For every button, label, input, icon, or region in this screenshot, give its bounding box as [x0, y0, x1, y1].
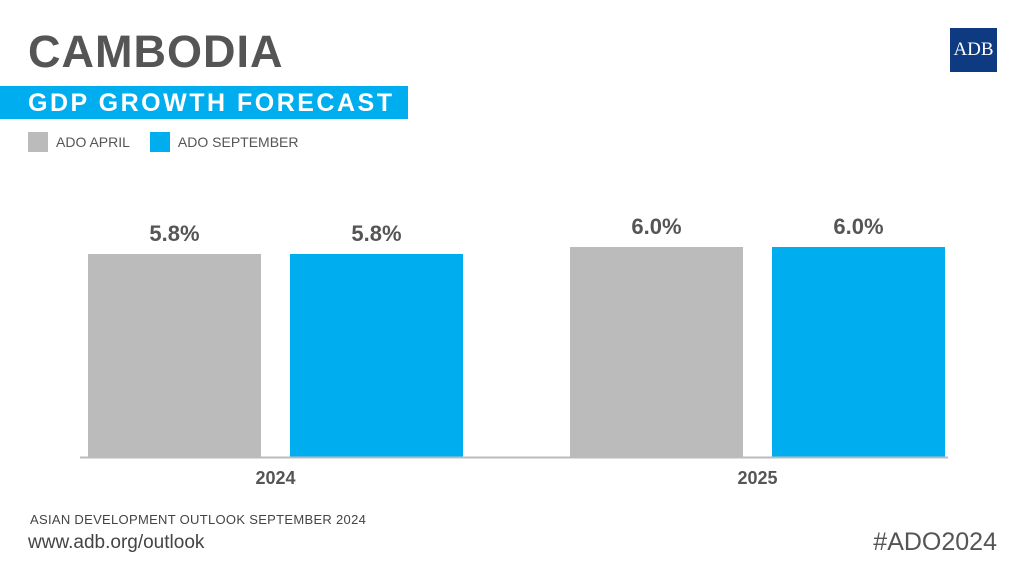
source-text: ASIAN DEVELOPMENT OUTLOOK SEPTEMBER 2024: [30, 512, 367, 527]
subtitle-banner: GDP GROWTH FORECAST: [0, 86, 408, 119]
legend-swatch-april: [28, 132, 48, 152]
hashtag: #ADO2024: [873, 528, 997, 556]
bar-april-2024: [88, 254, 261, 457]
legend-label: ADO SEPTEMBER: [177, 134, 299, 150]
x-tick-label: 2024: [255, 468, 295, 488]
url-link[interactable]: www.adb.org/outlook: [28, 532, 205, 553]
data-label: 5.8%: [351, 221, 401, 246]
legend-label: ADO APRIL: [56, 134, 130, 150]
adb-logo: ADB: [950, 28, 997, 72]
legend: ADO APRIL ADO SEPTEMBER: [28, 132, 319, 152]
bar-september-2024: [290, 254, 463, 457]
x-tick-label: 2025: [737, 468, 777, 488]
legend-swatch-september: [149, 132, 170, 152]
data-label: 6.0%: [833, 214, 883, 239]
bar-september-2025: [772, 247, 945, 457]
data-label: 6.0%: [631, 214, 681, 239]
bar-april-2025: [570, 247, 743, 457]
legend-item-september: ADO SEPTEMBER: [149, 132, 299, 152]
data-label: 5.8%: [149, 221, 199, 246]
legend-item-april: ADO APRIL: [28, 132, 130, 152]
page-title: CAMBODIA: [28, 26, 284, 77]
chart-title: GDP GROWTH FORECAST: [28, 89, 395, 117]
